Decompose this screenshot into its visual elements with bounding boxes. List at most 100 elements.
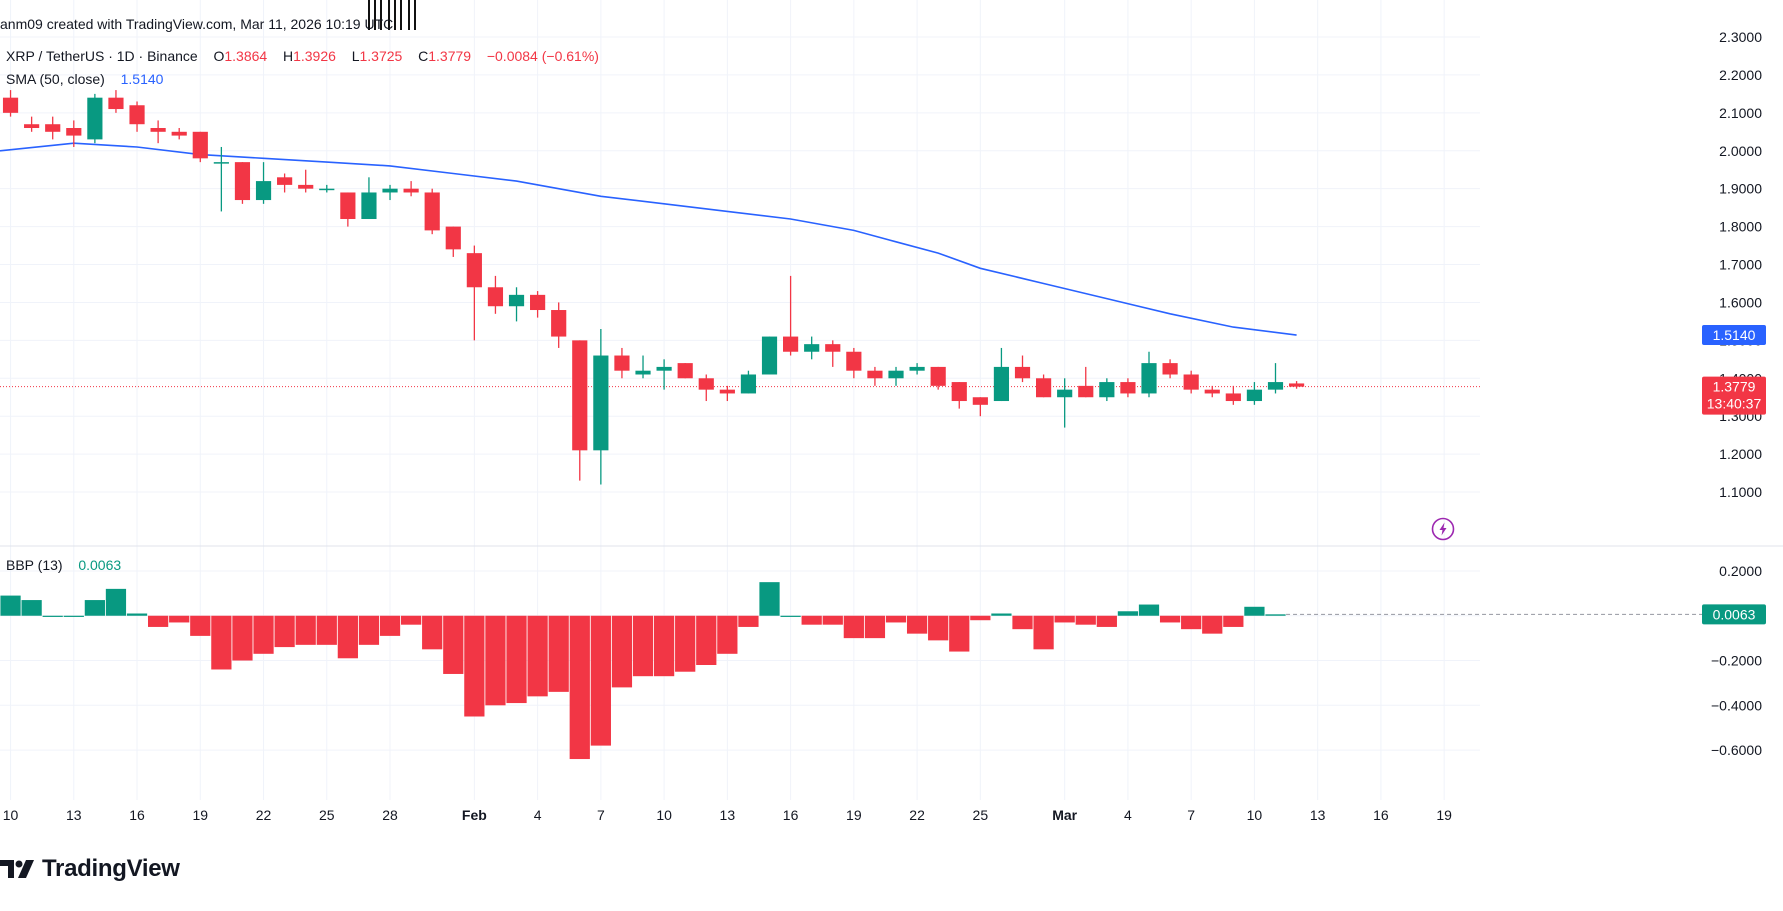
symbol-legend[interactable]: XRP / TetherUS · 1D · Binance O1.3864 H1… [6, 48, 599, 64]
bbp-bar [949, 615, 970, 652]
candle-body [45, 124, 61, 132]
candle-body [888, 370, 904, 379]
bbp-bar [1223, 615, 1244, 627]
candle-body [972, 397, 988, 405]
candle-body [909, 366, 925, 371]
bbp-bar [464, 615, 485, 717]
candle-body [87, 97, 103, 140]
candle-body [403, 188, 419, 193]
bbp-bar [864, 615, 886, 639]
time-tick-label: 22 [909, 807, 925, 823]
bbp-tick-label: 0.2000 [1719, 563, 1762, 579]
candle-body [572, 340, 588, 451]
bbp-badge: 0.0063 [1702, 604, 1766, 625]
sma-value: 1.5140 [120, 71, 164, 87]
bbp-bar [21, 600, 42, 616]
bbp-bar [696, 615, 717, 665]
candle-body [719, 389, 735, 394]
bbp-bar [885, 615, 907, 623]
bbp-legend[interactable]: BBP (13) 0.0063 [6, 557, 121, 573]
time-tick-label: 10 [3, 807, 19, 823]
time-tick-label: 13 [1310, 807, 1326, 823]
candle-body [993, 366, 1010, 402]
bbp-bar [443, 615, 464, 674]
open-value: 1.3864 [224, 48, 268, 64]
bbp-bar [548, 615, 569, 692]
candle-body [867, 370, 883, 379]
candle-body [340, 192, 356, 220]
bbp-bar [1138, 604, 1160, 616]
candle-body [150, 128, 166, 132]
bbp-bar [1244, 606, 1265, 616]
bbp-badge-bg [1702, 604, 1766, 625]
bbp-tick-label: −0.6000 [1711, 742, 1762, 758]
bbp-bar [759, 582, 780, 616]
candle-body [1120, 382, 1136, 394]
low-label: L [351, 48, 360, 64]
candle-body [171, 131, 187, 136]
bbp-bar [843, 615, 864, 639]
candle-body [255, 181, 272, 201]
low-value: 1.3725 [359, 48, 403, 64]
time-tick-label: 7 [597, 807, 605, 823]
candle-body [656, 366, 672, 371]
candle-body [761, 336, 778, 375]
time-tick-label: 10 [1247, 807, 1263, 823]
candle-body [192, 131, 208, 159]
bbp-bar [1117, 611, 1139, 616]
lightning-icon[interactable] [1431, 517, 1455, 541]
price-tick-label: 2.3000 [1719, 29, 1762, 45]
tradingview-brand[interactable]: TradingView [0, 855, 180, 883]
candle-body [508, 294, 525, 307]
price-tick-label: 1.6000 [1719, 294, 1762, 310]
bbp-bar [970, 615, 991, 621]
high-label: H [282, 48, 294, 64]
bbp-bar [148, 615, 169, 627]
candle-body [108, 97, 124, 110]
bbp-bar [590, 615, 611, 746]
candle-body [593, 355, 609, 451]
bbp-bar [1181, 615, 1202, 630]
bbp-bar [63, 615, 84, 617]
bbp-bar [675, 615, 696, 672]
bbp-bar [527, 615, 548, 697]
bbp-bar [232, 615, 253, 661]
bbp-bar [801, 615, 822, 625]
bbp-bar [991, 613, 1012, 616]
time-tick-label: 19 [1436, 807, 1452, 823]
bbp-bar [274, 615, 295, 648]
candle-body [698, 378, 714, 390]
bbp-bar [632, 615, 654, 677]
time-tick-label: 4 [1124, 807, 1132, 823]
close-label: C [418, 48, 429, 64]
candle-body [1204, 389, 1220, 394]
sma-badge-bg [1702, 325, 1766, 346]
change-value: −0.0084 (−0.61%) [486, 48, 599, 64]
time-tick-label: 16 [129, 807, 145, 823]
candle-body [319, 188, 335, 191]
price-tick-label: 1.7000 [1719, 257, 1762, 273]
time-tick-label: 19 [192, 807, 208, 823]
candle-body [487, 287, 504, 307]
candle-body [129, 105, 145, 125]
candle-body [1057, 389, 1073, 398]
sma-badge-text: 1.5140 [1713, 327, 1756, 343]
time-axis[interactable]: 10 13 16 19 22 25 28 Feb 4 7 10 13 16 19 22 25 Mar 4 7 10 13… [3, 807, 1452, 823]
brand-name: TradingView [42, 855, 180, 882]
candle-body [213, 162, 229, 164]
candle-body [930, 366, 946, 386]
bbp-series [0, 582, 1760, 760]
symbol-name: XRP / TetherUS · 1D · Binance [6, 48, 198, 64]
bbp-bar [1265, 614, 1286, 616]
close-value: 1.3779 [428, 48, 472, 64]
bbp-bar [738, 615, 759, 627]
time-tick-label: 19 [846, 807, 862, 823]
sma-legend[interactable]: SMA (50, close) 1.5140 [6, 71, 163, 87]
time-tick-label: 25 [319, 807, 335, 823]
price-tick-label: 1.2000 [1719, 446, 1762, 462]
bbp-bar [211, 615, 232, 670]
price-tick-label: 1.9000 [1719, 181, 1762, 197]
candle-body [677, 363, 693, 379]
